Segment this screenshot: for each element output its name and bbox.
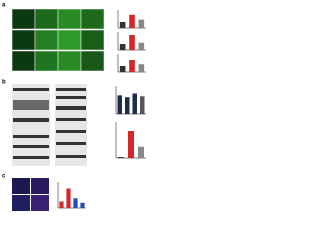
bar <box>138 64 145 72</box>
bar <box>117 95 122 114</box>
micrographs-c <box>12 178 49 211</box>
bar <box>118 157 124 158</box>
panel-label: c <box>2 174 6 180</box>
bar <box>66 188 71 208</box>
bar <box>138 42 145 50</box>
bar <box>59 201 64 208</box>
bar <box>128 131 134 158</box>
bar <box>129 14 135 28</box>
bar <box>73 198 78 208</box>
figure: a b c <box>2 3 146 211</box>
bar <box>119 22 126 28</box>
bar <box>80 202 85 208</box>
bar <box>119 66 126 72</box>
bar <box>125 97 130 114</box>
bar <box>138 19 145 28</box>
western-blots-b <box>12 84 87 166</box>
bar <box>140 96 145 114</box>
bar <box>129 60 135 72</box>
micrographs-a <box>11 8 105 72</box>
bar <box>132 93 137 114</box>
bar <box>138 146 144 158</box>
bar <box>119 44 126 50</box>
panel-label: a <box>2 3 6 9</box>
bar <box>129 35 135 50</box>
panel-label: b <box>2 80 6 86</box>
